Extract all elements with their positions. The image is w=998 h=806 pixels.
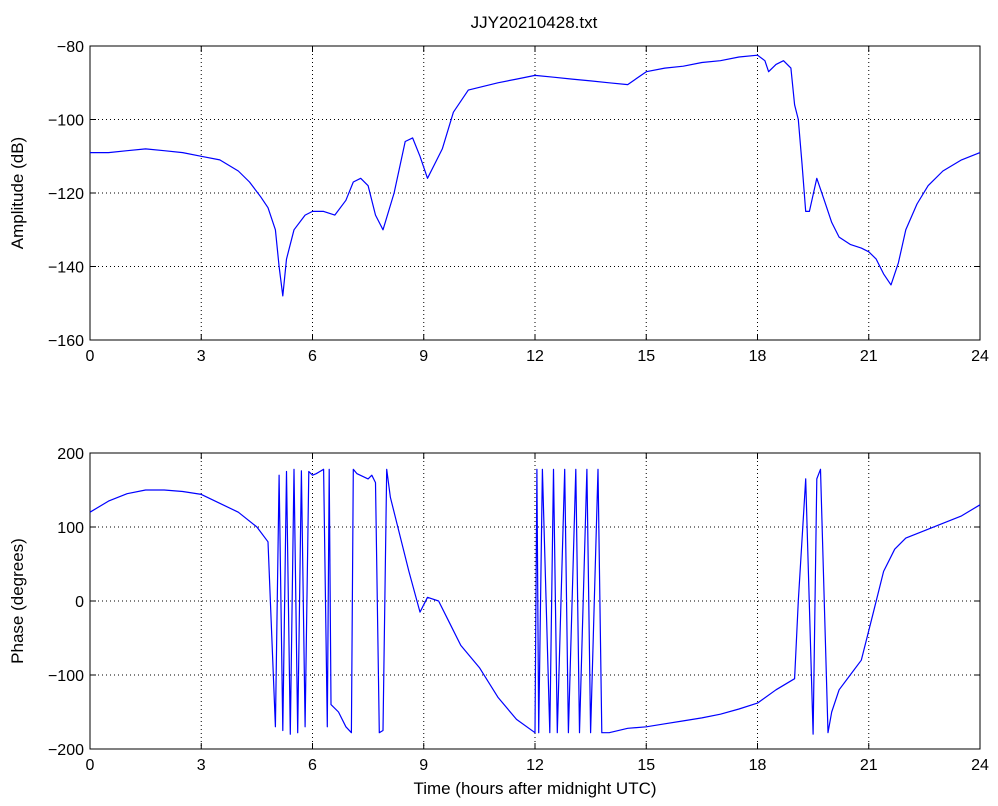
x-tick-label: 18 bbox=[749, 757, 767, 774]
figure-title: JJY20210428.txt bbox=[471, 13, 598, 32]
y-tick-label: −120 bbox=[48, 186, 84, 203]
x-tick-label: 3 bbox=[197, 757, 206, 774]
x-tick-label: 9 bbox=[419, 348, 428, 365]
x-tick-label: 0 bbox=[86, 348, 95, 365]
series-line bbox=[90, 54, 981, 297]
y-tick-label: 0 bbox=[75, 594, 84, 611]
x-tick-label: 21 bbox=[860, 757, 878, 774]
x-tick-label: 6 bbox=[308, 348, 317, 365]
series-line bbox=[89, 468, 981, 735]
x-tick-label: 24 bbox=[971, 348, 989, 365]
y-tick-label: 200 bbox=[57, 446, 84, 463]
y-axis-label: Phase (degrees) bbox=[8, 538, 27, 664]
x-tick-label: 12 bbox=[526, 757, 544, 774]
amplitude-panel: 0 3 6 9 12 15 18 21 24 −80 −100 −120 −140 −160 Amplitu… bbox=[8, 39, 989, 365]
x-axis-label: Time (hours after midnight UTC) bbox=[413, 779, 656, 798]
x-tick-label: 12 bbox=[526, 348, 544, 365]
x-tick-label: 18 bbox=[749, 348, 767, 365]
x-tick-label: 3 bbox=[197, 348, 206, 365]
x-tick-label: 9 bbox=[419, 757, 428, 774]
x-tick-label: 15 bbox=[637, 348, 655, 365]
y-tick-label: −140 bbox=[48, 260, 84, 277]
y-axis-label: Amplitude (dB) bbox=[8, 137, 27, 249]
y-tick-label: −160 bbox=[48, 333, 84, 350]
y-tick-label: 100 bbox=[57, 520, 84, 537]
x-tick-label: 6 bbox=[308, 757, 317, 774]
x-tick-label: 24 bbox=[971, 757, 989, 774]
x-tick-label: 15 bbox=[637, 757, 655, 774]
y-tick-label: −80 bbox=[57, 39, 84, 56]
y-tick-label: −100 bbox=[48, 113, 84, 130]
phase-panel: 0 3 6 9 12 15 18 21 24 200 100 0 −100 −200 Phase (degr… bbox=[8, 446, 989, 798]
x-tick-label: 0 bbox=[86, 757, 95, 774]
x-tick-label: 21 bbox=[860, 348, 878, 365]
y-tick-label: −200 bbox=[48, 742, 84, 759]
y-tick-label: −100 bbox=[48, 668, 84, 685]
